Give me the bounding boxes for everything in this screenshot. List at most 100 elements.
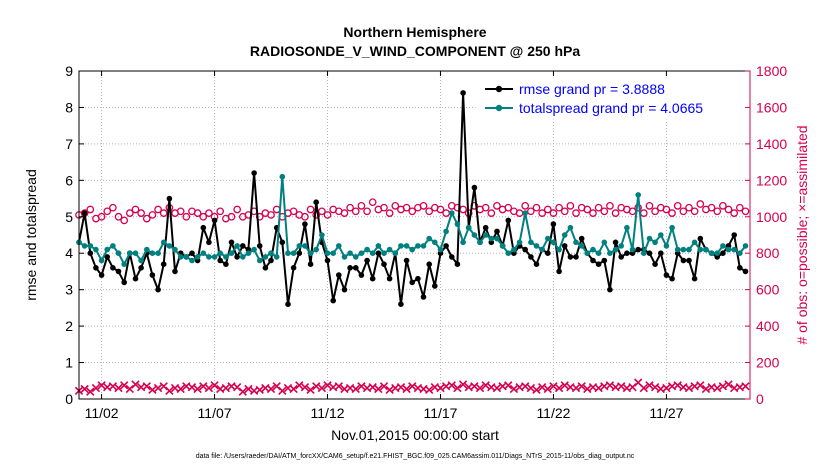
assimilated-obs-point: [741, 382, 750, 391]
chart-title: Northern Hemisphere: [343, 24, 486, 40]
rmse-point: [742, 268, 749, 275]
right-y-tick-label: 1000: [756, 209, 787, 225]
rmse-point: [646, 250, 653, 256]
spread-point: [522, 210, 528, 216]
spread-point: [646, 235, 653, 242]
spread-point: [720, 243, 726, 249]
spread-point: [415, 243, 421, 249]
rmse-point: [268, 257, 274, 264]
spread-point: [426, 235, 433, 242]
assimilated-obs-point: [86, 387, 95, 396]
legend-box: [475, 77, 745, 120]
rmse-point: [720, 250, 726, 256]
assimilated-obs-point: [300, 382, 310, 392]
possible-obs-point: [142, 214, 151, 223]
rmse-point: [635, 246, 641, 253]
assimilated-obs-point: [684, 383, 694, 393]
spread-point: [658, 232, 664, 238]
spread-point: [505, 250, 512, 256]
rmse-point: [290, 265, 297, 271]
possible-obs-point: [176, 207, 185, 216]
spread-point: [177, 254, 184, 260]
assimilated-obs-point: [221, 383, 231, 393]
x-tick-label: 11/27: [649, 405, 683, 421]
grid: [79, 71, 750, 399]
rmse-point: [426, 261, 433, 268]
possible-obs-point: [504, 203, 513, 212]
rmse-point: [369, 275, 376, 282]
rmse-point: [341, 286, 348, 293]
possible-obs-point: [645, 201, 654, 210]
rmse-point: [533, 261, 540, 268]
spread-point: [420, 243, 427, 249]
spread-point: [482, 232, 489, 238]
possible-obs-point: [227, 212, 236, 221]
spread-point: [256, 257, 263, 264]
spread-point: [516, 239, 523, 246]
legend-spread-marker: [495, 104, 503, 112]
assimilated-obs-point: [713, 383, 722, 393]
spread-point: [499, 243, 506, 249]
assimilated-obs-point: [549, 382, 558, 391]
rmse-point: [217, 257, 223, 264]
series-layer: [74, 90, 750, 396]
assimilated-obs-point: [594, 383, 603, 393]
rmse-point: [403, 257, 410, 264]
possible-obs-point: [103, 207, 112, 216]
possible-obs-point: [318, 207, 326, 216]
rmse-point: [324, 257, 331, 264]
right-y-tick-label: 1600: [756, 99, 787, 115]
possible-obs-point: [216, 207, 225, 216]
possible-obs-point: [323, 211, 332, 219]
assimilated-obs-point: [724, 380, 733, 389]
rmse-point: [223, 261, 229, 268]
spread-point: [228, 250, 235, 256]
spread-point: [296, 243, 303, 249]
rmse-point: [121, 279, 127, 286]
spread-point: [273, 254, 280, 260]
spread-point: [652, 239, 658, 246]
possible-obs-point: [662, 205, 671, 214]
rmse-point: [691, 275, 698, 282]
right-y-tick-label: 800: [756, 245, 780, 261]
spread-point: [234, 243, 240, 249]
assimilated-obs-point: [238, 387, 247, 396]
possible-obs-point: [696, 200, 705, 208]
possible-obs-point: [606, 201, 614, 210]
rmse-point: [561, 243, 568, 249]
rmse-point: [567, 254, 574, 260]
right-y-tick-label: 600: [756, 282, 780, 298]
possible-obs-point: [741, 207, 750, 216]
rmse-point: [460, 90, 466, 96]
spread-point: [381, 250, 387, 256]
spread-point: [432, 239, 438, 246]
assimilated-obs-point: [187, 382, 197, 392]
possible-obs-point: [193, 209, 202, 217]
rmse-point: [172, 268, 178, 275]
rmse-point: [381, 261, 387, 268]
assimilated-obs-point: [504, 381, 513, 390]
assimilated-obs-point: [402, 384, 411, 394]
rmse-point: [93, 265, 99, 271]
spread-point: [590, 246, 596, 253]
rmse-point: [522, 246, 528, 253]
x-tick-label: 11/22: [536, 405, 570, 421]
spread-point: [149, 250, 156, 256]
spread-point: [550, 239, 557, 246]
spread-point: [223, 254, 229, 260]
spread-point: [115, 250, 122, 256]
rmse-point: [189, 250, 195, 256]
assimilated-obs-point: [91, 383, 101, 393]
spread-point: [674, 246, 681, 253]
spread-point: [714, 250, 720, 256]
rmse-point: [353, 265, 359, 271]
possible-obs-point: [391, 201, 400, 210]
rmse-point: [680, 257, 687, 264]
assimilated-obs-point: [696, 381, 705, 390]
assimilated-obs-point: [408, 382, 417, 391]
possible-obs-point: [137, 209, 145, 217]
possible-obs-point: [690, 207, 699, 216]
spread-point: [93, 246, 99, 253]
assimilated-obs-point: [108, 382, 118, 391]
